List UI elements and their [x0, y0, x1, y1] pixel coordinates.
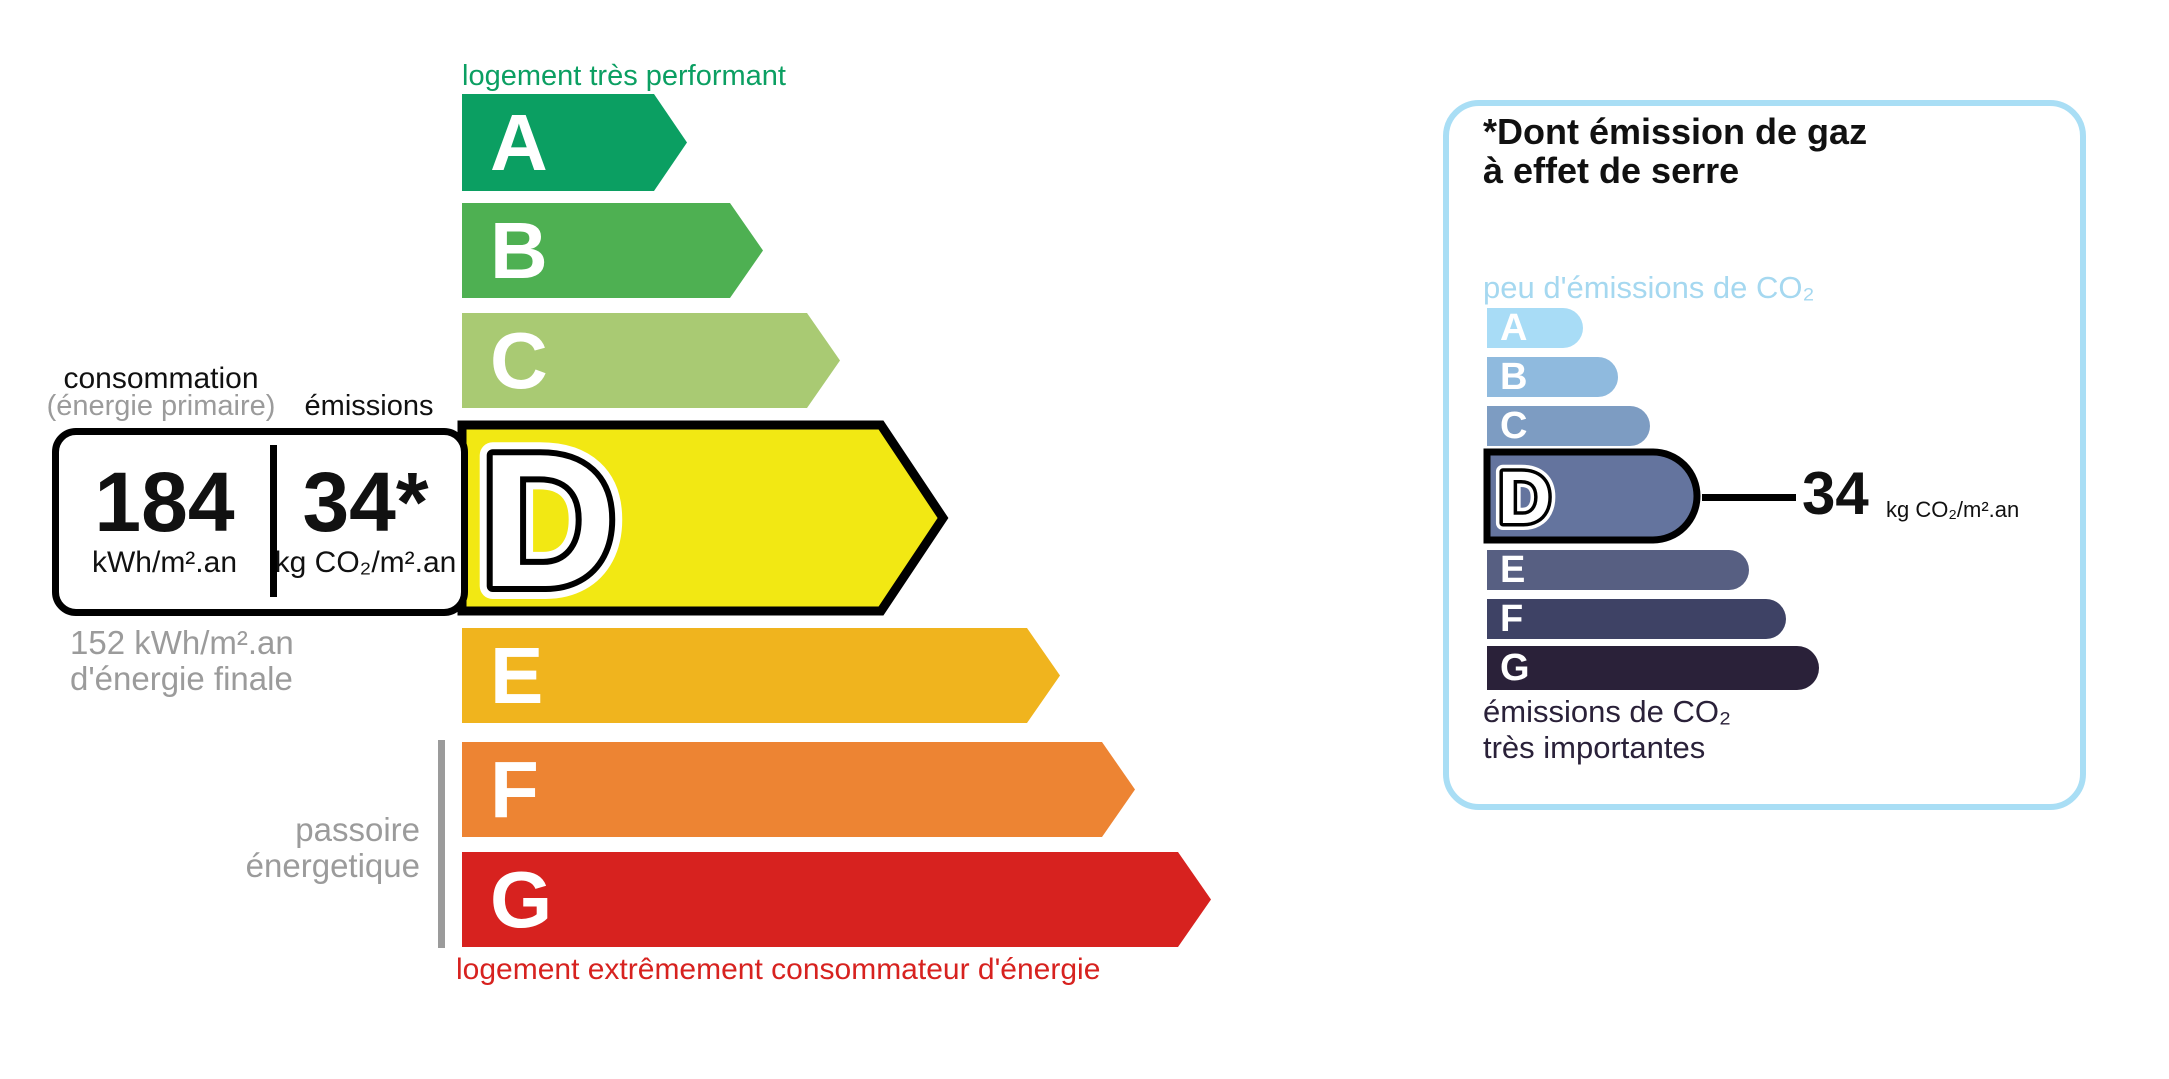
co2-title-line2: à effet de serre: [1483, 150, 1740, 191]
co2-bottom-line2: très importantes: [1483, 730, 1706, 765]
energy-class-letter-C: C: [490, 315, 548, 405]
energy-bar-B: B: [462, 203, 763, 298]
co2-callout-value: 34: [1802, 460, 1869, 527]
passoire-bracket-line: [438, 740, 445, 948]
consumption-header: consommation: [63, 362, 259, 395]
passoire-line2: énergetique: [245, 847, 420, 884]
final-energy-line2: d'énergie finale: [70, 660, 293, 697]
co2-class-letter-A: A: [1500, 307, 1528, 349]
co2-bar-A: A: [1487, 308, 1583, 348]
emissions-unit: kg CO₂/m².an: [274, 545, 457, 579]
co2-bar-G: G: [1487, 646, 1819, 690]
passoire-line1: passoire: [295, 811, 420, 848]
energy-class-letter-E: E: [490, 630, 544, 720]
primary-energy-unit: kWh/m².an: [91, 545, 238, 579]
class-letter-D: D: [480, 419, 617, 617]
co2-bar-E: E: [1487, 550, 1749, 590]
energy-bar-F: F: [462, 742, 1135, 837]
energy-class-letter-A: A: [490, 97, 548, 187]
box-divider: [270, 445, 277, 597]
co2-low-emissions-label: peu d'émissions de CO₂: [1483, 270, 1815, 305]
co2-high-emissions-label: émissions de CO₂ très importantes: [1483, 694, 1731, 766]
primary-energy-subheader: (énergie primaire): [46, 390, 276, 422]
energy-bar-A: A: [462, 94, 687, 191]
co2-class-letter-C: C: [1500, 405, 1528, 447]
energy-class-letter-B: B: [490, 205, 548, 295]
energy-class-letter-G: G: [490, 854, 553, 944]
energy-class-letter-F: F: [490, 744, 539, 834]
co2-panel-title: *Dont émission de gaz à effet de serre: [1483, 112, 1867, 190]
energy-bar-D-selected: DD: [457, 419, 949, 617]
co2-class-letter-B: B: [1500, 356, 1528, 398]
class-letter-D: D: [1498, 456, 1551, 539]
emissions-value: 34*: [302, 455, 429, 550]
co2-class-letter-F: F: [1500, 598, 1524, 640]
primary-energy-cell: 184 kWh/m².an: [59, 435, 270, 609]
class-letter-D: D: [480, 419, 617, 617]
co2-bar-F: F: [1487, 599, 1786, 639]
co2-bar-C: C: [1487, 406, 1650, 446]
final-energy-note: 152 kWh/m².an d'énergie finale: [70, 625, 294, 697]
energy-bar-E: E: [462, 628, 1060, 723]
co2-callout-line: [1702, 494, 1796, 501]
primary-energy-value: 184: [94, 455, 235, 550]
consumption-emissions-box: 184 kWh/m².an 34* kg CO₂/m².an: [52, 428, 468, 616]
energy-bar-G: G: [462, 852, 1211, 947]
passoire-label: passoire énergetique: [150, 812, 420, 884]
class-letter-D: D: [1498, 456, 1551, 539]
emissions-cell: 34* kg CO₂/m².an: [270, 435, 461, 609]
co2-bottom-line1: émissions de CO₂: [1483, 694, 1732, 729]
bottom-consumption-label: logement extrêmement consommateur d'éner…: [456, 953, 1101, 986]
co2-title-line1: *Dont émission de gaz: [1483, 111, 1868, 152]
co2-bar-B: B: [1487, 357, 1618, 397]
co2-bar-D-selected: DD: [1483, 448, 1701, 546]
co2-class-letter-E: E: [1500, 549, 1526, 591]
top-performance-label: logement très performant: [462, 60, 786, 92]
final-energy-line1: 152 kWh/m².an: [70, 624, 294, 661]
energy-bar-C: C: [462, 313, 840, 408]
emissions-header: émissions: [304, 390, 434, 422]
co2-class-letter-G: G: [1500, 647, 1530, 689]
co2-callout-unit: kg CO₂/m².an: [1886, 497, 2020, 522]
